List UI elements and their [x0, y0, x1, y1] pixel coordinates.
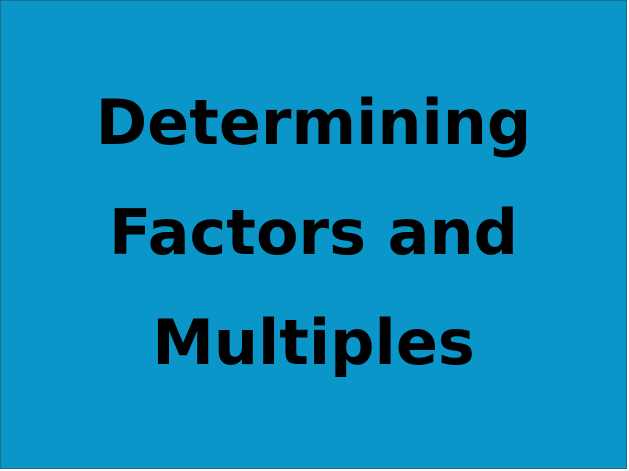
title-line-1: Determining	[95, 85, 532, 159]
slide-title: Determining Factors and Multiples	[96, 68, 532, 398]
title-line-3: Multiples	[152, 305, 475, 379]
title-line-2: Factors and	[109, 195, 518, 269]
